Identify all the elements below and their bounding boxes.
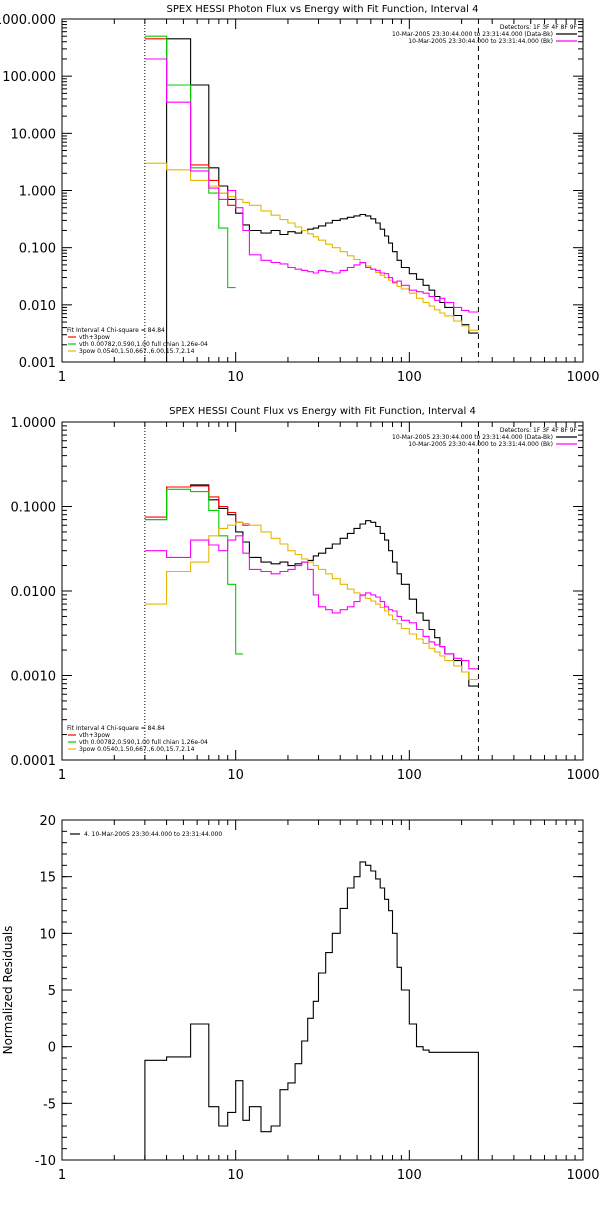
legend-top-entry-0: Detectors: 1F 3F 4F 8F 9F [500, 24, 578, 31]
plot-frame [61, 18, 584, 363]
y-tick-label: 0 [48, 1041, 56, 1056]
y-tick-label: 10.000 [11, 127, 57, 142]
y-tick-label: 0.0100 [11, 585, 57, 600]
legend-bottom-entry-0: Fit Interval 4 Chi-square = 84.84 [67, 725, 165, 732]
series-line-4 [144, 58, 479, 313]
legend-bottom-entry-3: 3pow 0.0540,1.50,667.,6.00,15.7,2.14 [79, 348, 195, 355]
series-line-4 [144, 535, 479, 670]
y-tick-label: -10 [35, 1154, 56, 1169]
plot-area [144, 19, 479, 362]
x-tick-label: 10 [227, 768, 244, 783]
legend-top-entry-0: Detectors: 1F 3F 4F 8F 9F [500, 427, 578, 434]
y-tick-label: 1000.000 [0, 13, 56, 28]
y-tick-label: 1.0000 [11, 416, 57, 431]
y-tick-label: 15 [39, 871, 56, 886]
legend-top-entry-1: 10-Mar-2005 23:30:44.000 to 23:31:44.000… [392, 434, 553, 441]
y-tick-label: 0.010 [19, 299, 56, 314]
photon-flux-panel: SPEX HESSI Photon Flux vs Energy with Fi… [0, 4, 600, 385]
y-tick-label: 0.0010 [11, 670, 57, 685]
y-tick-label: 0.0001 [11, 754, 57, 769]
plot-frame [61, 421, 584, 761]
x-tick-label: 100 [397, 1168, 422, 1183]
legend-top-entry-2: 10-Mar-2005 23:30:44.000 to 23:31:44.000… [408, 441, 553, 448]
y-tick-label: 100.000 [2, 70, 56, 85]
y-tick-label: 0.100 [19, 242, 56, 257]
legend-left-entry-0: 4. 10-Mar-2005 23:30:44.000 to 23:31:44.… [84, 831, 222, 838]
x-tick-label: 1 [58, 370, 66, 385]
x-tick-label: 10 [227, 370, 244, 385]
legend-bottom-entry-2: vth 0.00782,0.590,1.00 full chian 1.26e-… [79, 341, 208, 348]
x-tick-label: 10 [227, 1168, 244, 1183]
legend-bottom-entry-3: 3pow 0.0540,1.50,667.,6.00,15.7,2.14 [79, 746, 195, 753]
legend-bottom-entry-0: Fit Interval 4 Chi-square = 84.84 [67, 327, 165, 334]
chart-title: SPEX HESSI Count Flux vs Energy with Fit… [169, 406, 476, 417]
y-tick-label: 0.1000 [11, 501, 57, 516]
y-tick-label: 1.000 [19, 185, 56, 200]
y-tick-label: -5 [43, 1097, 56, 1112]
series-line-3 [144, 521, 479, 680]
y-tick-label: 5 [48, 984, 56, 999]
legend-bottom-entry-1: vth+3pow [79, 334, 110, 341]
chart-title: SPEX HESSI Photon Flux vs Energy with Fi… [167, 4, 479, 15]
x-tick-label: 1000 [566, 1168, 599, 1183]
legend-bottom-entry-1: vth+3pow [79, 732, 110, 739]
plot-frame [61, 819, 584, 1161]
series-line-2 [144, 488, 243, 655]
x-tick-label: 100 [397, 768, 422, 783]
x-tick-label: 1000 [566, 768, 599, 783]
x-tick-label: 1 [58, 768, 66, 783]
x-tick-label: 1000 [566, 370, 599, 385]
y-tick-label: 10 [39, 927, 56, 942]
y-tick-label: 20 [39, 814, 56, 829]
series-line-3 [144, 162, 479, 331]
residuals-panel: 1 10 100 1000 -10 -5 0 5 10 15 20 Normalized Residu… [1, 814, 600, 1183]
legend-top-entry-2: 10-Mar-2005 23:30:44.000 to 23:31:44.000… [408, 38, 553, 45]
count-flux-panel: SPEX HESSI Count Flux vs Energy with Fit… [11, 406, 600, 783]
plot-area [144, 422, 479, 760]
series-line-0 [144, 38, 479, 362]
x-tick-label: 100 [397, 370, 422, 385]
legend-top-entry-1: 10-Mar-2005 23:30:44.000 to 23:31:44.000… [392, 31, 553, 38]
plot-area [144, 861, 479, 1160]
series-line-0 [144, 861, 479, 1160]
y-axis-label: Normalized Residuals [1, 926, 15, 1055]
y-tick-label: 0.001 [19, 356, 56, 371]
x-tick-label: 1 [58, 1168, 66, 1183]
legend-bottom-entry-2: vth 0.00782,0.590,1.00 full chian 1.26e-… [79, 739, 208, 746]
series-line-0 [144, 484, 479, 687]
